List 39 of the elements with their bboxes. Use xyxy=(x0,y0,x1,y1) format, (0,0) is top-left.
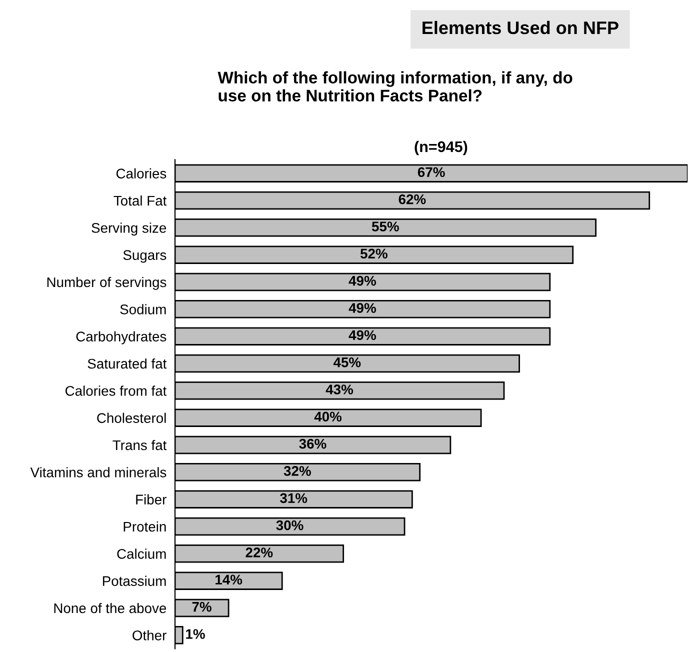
data-label: 49% xyxy=(348,330,376,340)
data-label: 43% xyxy=(326,384,354,394)
y-tick-label: Sodium xyxy=(120,304,166,314)
y-tick-label: Calcium xyxy=(117,548,166,559)
data-label: 22% xyxy=(246,548,273,558)
y-tick-label: Calories from fat xyxy=(66,386,167,396)
data-label: 52% xyxy=(360,248,388,259)
data-label: 67% xyxy=(418,167,445,178)
data-label: 1% xyxy=(186,629,205,639)
data-label: 7% xyxy=(192,602,212,612)
data-label: 36% xyxy=(299,438,326,449)
data-label: 49% xyxy=(348,303,376,313)
y-tick-label: Protein xyxy=(124,521,166,532)
y-tick-label: Calories xyxy=(116,168,166,178)
y-tick-label: Vitamins and minerals xyxy=(30,467,166,478)
y-tick-label: Carbohydrates xyxy=(76,331,166,344)
y-tick-label: Sugars xyxy=(123,250,166,263)
y-tick-label: None of the above xyxy=(54,602,166,614)
data-label: 55% xyxy=(372,222,399,232)
data-label: 40% xyxy=(314,412,342,422)
y-tick-label: Other xyxy=(132,630,166,640)
text: (n=945) xyxy=(414,140,468,156)
y-tick-label: Cholesterol xyxy=(97,412,166,423)
y-tick-label: Potassium xyxy=(102,576,166,586)
data-label: 49% xyxy=(348,276,376,286)
y-tick-label: Fiber xyxy=(136,494,166,504)
chart-title: Elements Used on NFP xyxy=(422,20,618,34)
data-label: 45% xyxy=(333,357,361,368)
data-label: 62% xyxy=(398,194,426,204)
y-tick-label: Trans fat xyxy=(112,440,167,450)
data-label: 14% xyxy=(216,574,242,585)
y-tick-label: Number of servings xyxy=(47,276,166,290)
y-tick-label: Total Fat xyxy=(114,195,167,206)
data-label: 31% xyxy=(280,493,308,504)
y-tick-label: Saturated fat xyxy=(88,358,167,369)
y-tick-label: Serving size xyxy=(92,222,166,236)
chart-subtitle: Which of the following information, if any, do use on the Nutrition Facts Panel? xyxy=(218,71,572,102)
data-label: 32% xyxy=(284,466,311,476)
data-label: 30% xyxy=(276,520,304,530)
